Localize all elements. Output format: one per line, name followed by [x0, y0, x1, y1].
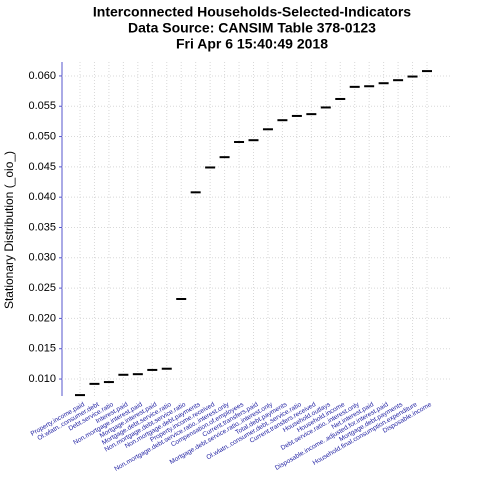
y-tick-label: 0.010 [28, 373, 56, 385]
chart-title: Data Source: CANSIM Table 378-0123 [128, 20, 376, 36]
y-tick-label: 0.050 [28, 130, 56, 142]
y-tick-label: 0.040 [28, 191, 56, 203]
y-tick-label: 0.060 [28, 70, 56, 82]
y-tick-label: 0.030 [28, 252, 56, 264]
y-tick-label: 0.035 [28, 221, 56, 233]
y-tick-label: 0.055 [28, 100, 56, 112]
chart-title: Interconnected Households-Selected-Indic… [93, 4, 411, 20]
chart-title: Fri Apr 6 15:40:49 2018 [176, 36, 328, 52]
y-axis-label: Stationary Distribution (_oio_) [2, 151, 16, 309]
y-tick-label: 0.015 [28, 343, 56, 355]
y-tick-label: 0.020 [28, 312, 56, 324]
y-tick-label: 0.025 [28, 282, 56, 294]
y-tick-label: 0.045 [28, 161, 56, 173]
